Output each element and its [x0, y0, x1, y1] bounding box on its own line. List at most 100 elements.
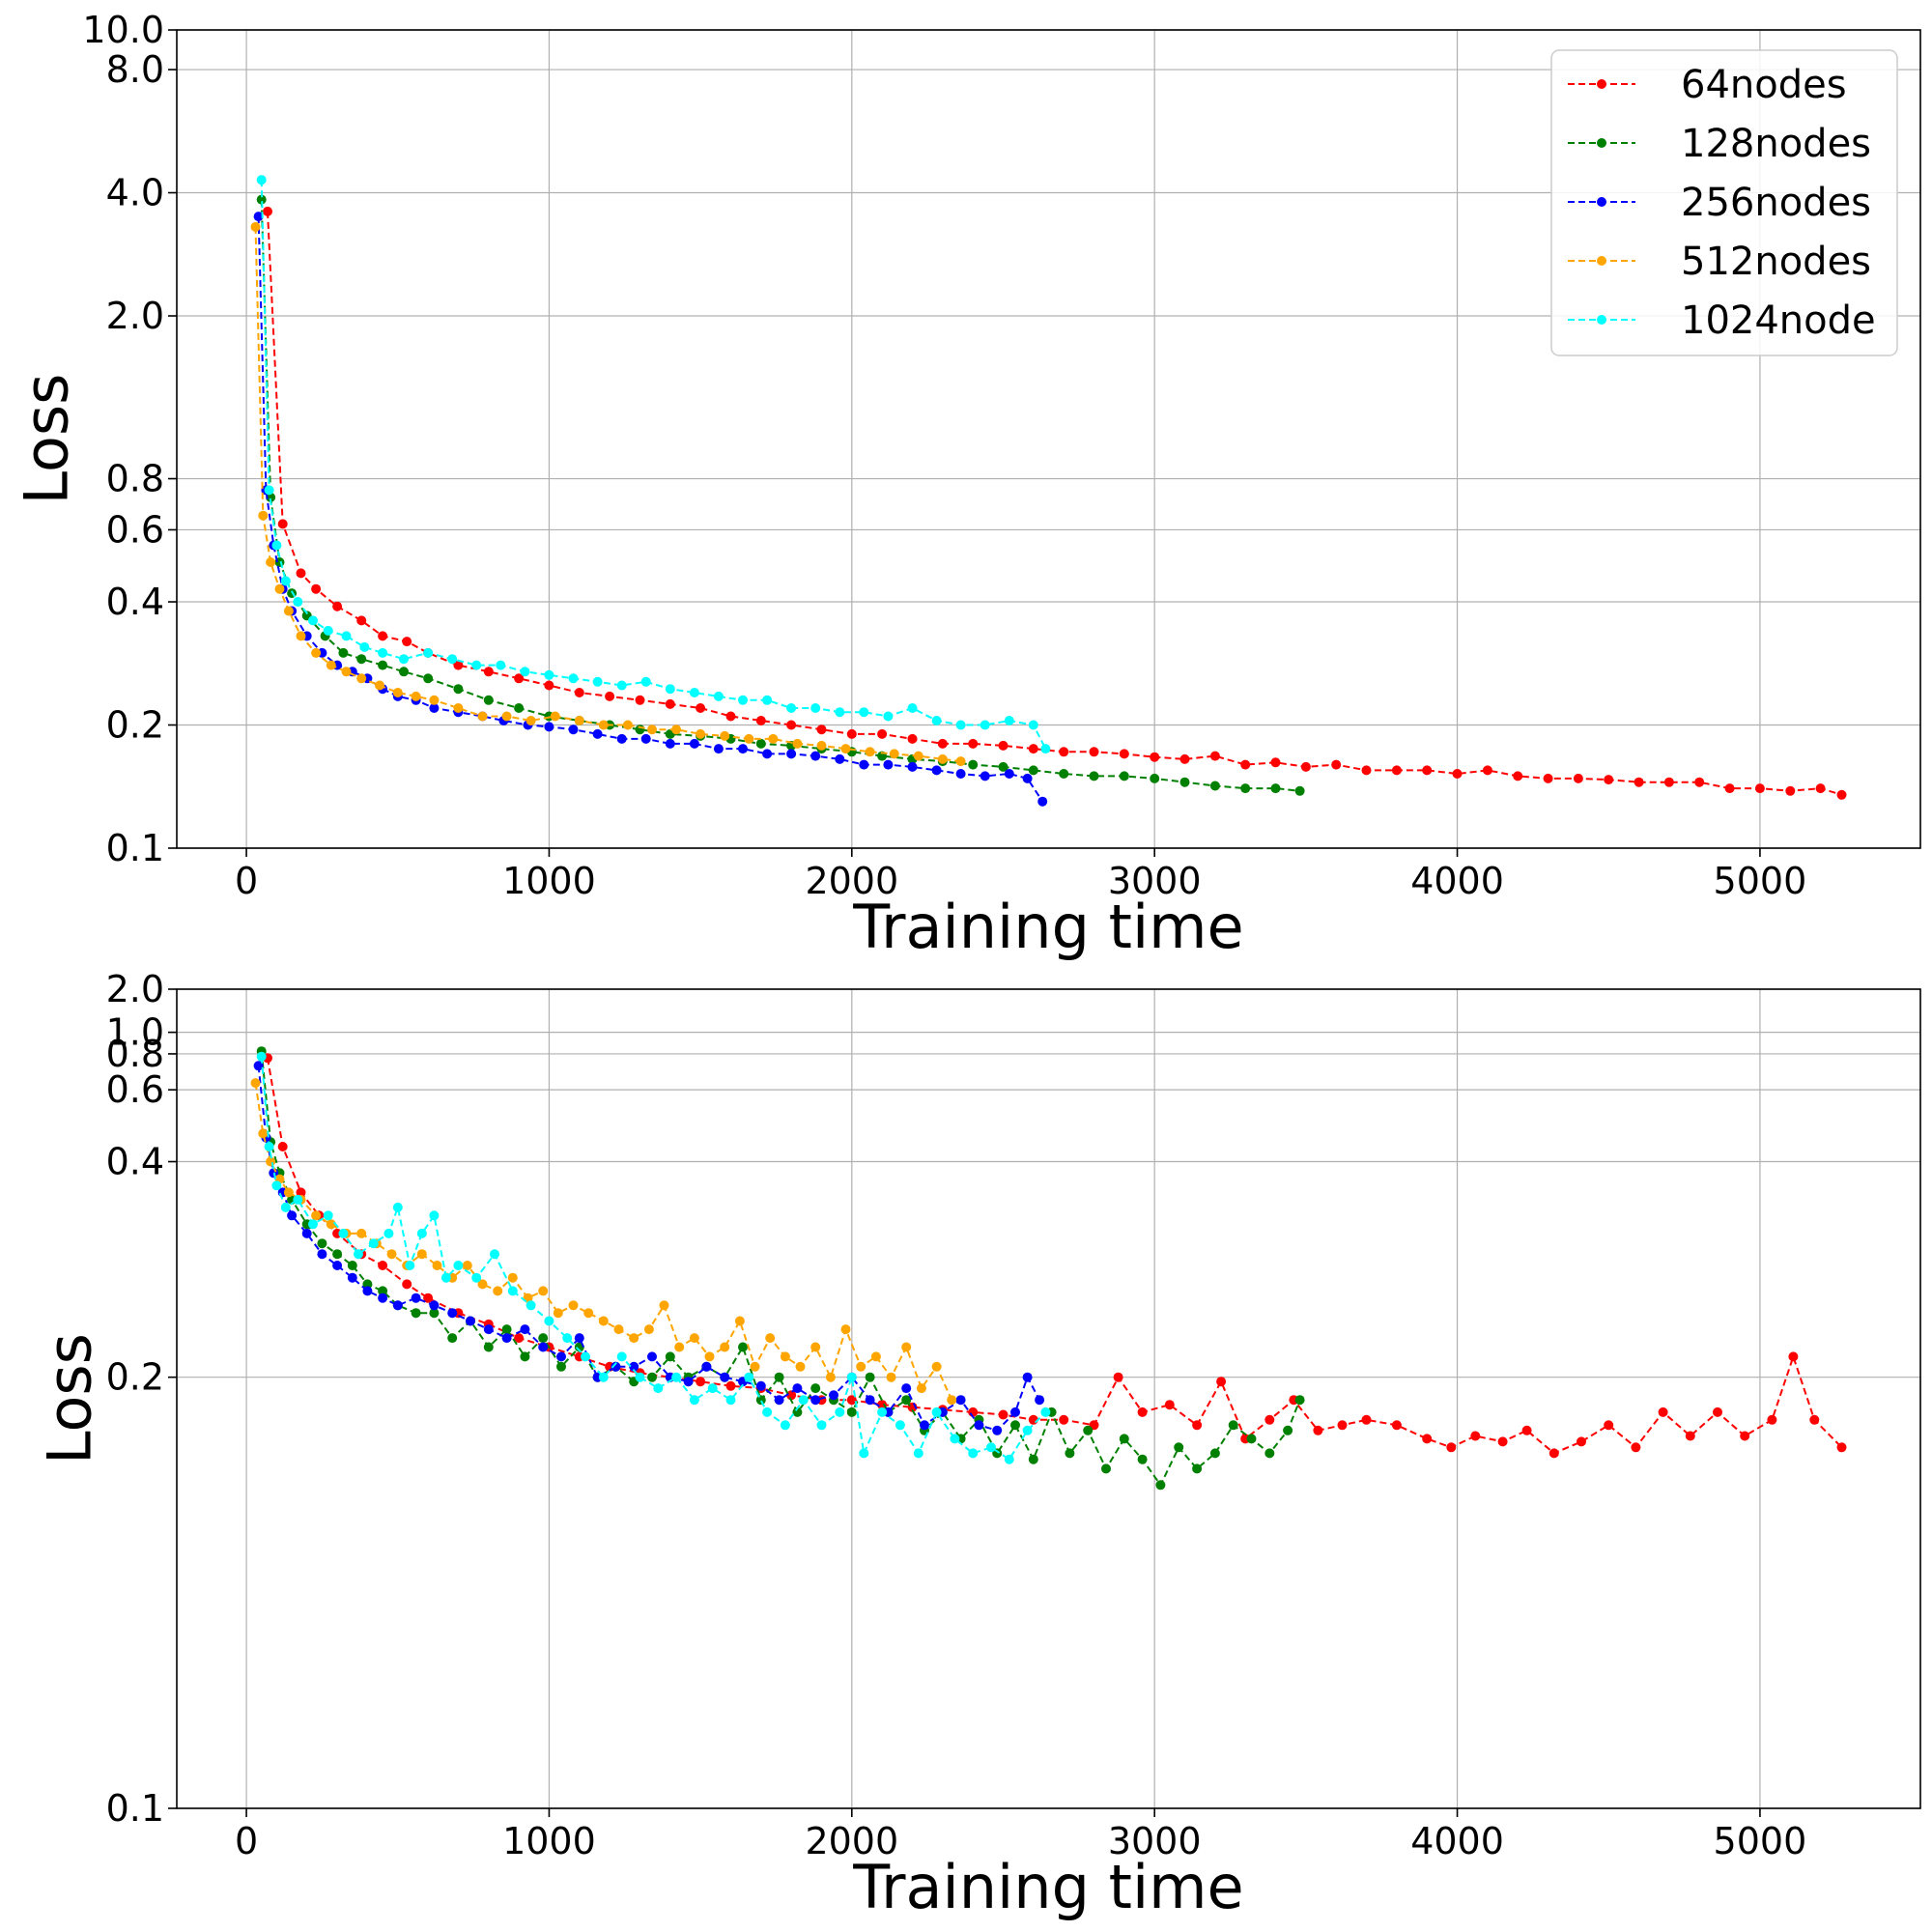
data-point-64nodes [1573, 773, 1583, 783]
data-point-1024node [689, 688, 699, 697]
data-point-256nodes [640, 733, 651, 744]
data-point-512nodes [416, 1249, 427, 1260]
data-point-256nodes [611, 1361, 621, 1372]
x-tick-label: 2000 [805, 860, 898, 902]
data-point-128nodes [792, 1406, 803, 1417]
data-point-512nodes [311, 647, 322, 658]
data-point-128nodes [901, 1395, 912, 1406]
plot-frame [176, 988, 1921, 1809]
data-point-64nodes [1270, 757, 1281, 768]
data-point-256nodes [411, 1293, 421, 1303]
data-point-256nodes [865, 1395, 875, 1406]
data-point-128nodes [1294, 1395, 1305, 1406]
data-point-512nodes [250, 1078, 261, 1089]
data-point-512nodes [913, 751, 923, 761]
data-point-512nodes [765, 1333, 776, 1344]
data-point-64nodes [755, 716, 766, 725]
data-point-256nodes [347, 1272, 357, 1283]
data-point-1024node [264, 485, 274, 496]
data-point-256nodes [592, 728, 603, 739]
data-point-64nodes [423, 1293, 434, 1303]
data-point-512nodes [598, 1316, 609, 1326]
data-point-1024node [338, 1228, 349, 1238]
data-point-1024node [544, 1316, 554, 1326]
data-point-128nodes [501, 1324, 512, 1335]
data-point-64nodes [378, 1261, 388, 1270]
data-point-512nodes [507, 1272, 518, 1283]
data-point-512nodes [671, 724, 682, 735]
y-tick-label: 2.0 [106, 968, 164, 1010]
data-point-128nodes [755, 1395, 766, 1406]
data-point-1024node [810, 703, 821, 713]
data-point-512nodes [720, 1342, 730, 1352]
data-point-64nodes [1192, 1420, 1203, 1431]
data-point-1024node [308, 615, 318, 626]
data-point-1024node [665, 684, 675, 695]
data-point-256nodes [647, 1351, 657, 1362]
data-point-256nodes [829, 1390, 838, 1401]
data-point-128nodes [1083, 1425, 1094, 1435]
data-point-512nodes [553, 1308, 563, 1319]
data-point-128nodes [665, 1351, 675, 1362]
x-axis-title: Training time [852, 1852, 1243, 1922]
data-point-128nodes [378, 660, 388, 670]
data-point-1024node [968, 1448, 979, 1459]
data-point-512nodes [493, 1286, 503, 1296]
data-point-512nodes [647, 724, 657, 735]
data-point-128nodes [1179, 777, 1190, 787]
data-point-1024node [440, 1272, 451, 1283]
data-point-256nodes [447, 1308, 458, 1319]
data-point-256nodes [683, 1377, 694, 1387]
data-point-256nodes [332, 1261, 343, 1270]
data-point-512nodes [583, 1308, 594, 1319]
data-point-1024node [816, 1420, 827, 1431]
data-point-256nodes [755, 1380, 766, 1391]
y-tick-label: 0.8 [106, 1033, 164, 1075]
legend-item: 64nodes [1568, 63, 1847, 107]
data-point-64nodes [605, 691, 615, 701]
series-line-64nodes [267, 211, 1842, 796]
data-point-1024node [1004, 716, 1014, 725]
data-point-64nodes [1543, 773, 1553, 783]
y-tick-label: 0.4 [106, 1141, 164, 1183]
x-tick-label: 3000 [1108, 1820, 1202, 1862]
data-point-256nodes [1010, 1406, 1020, 1417]
y-tick-label: 0.8 [106, 458, 164, 500]
data-point-256nodes [883, 759, 894, 770]
data-point-1024node [341, 631, 352, 641]
data-point-128nodes [538, 1333, 549, 1344]
data-point-1024node [725, 1395, 736, 1406]
data-point-1024node [264, 1142, 274, 1151]
data-point-128nodes [483, 695, 494, 705]
data-point-512nodes [613, 1324, 624, 1335]
data-point-128nodes [1270, 783, 1281, 794]
data-point-128nodes [1264, 1448, 1275, 1459]
top-loss-chart: 0 1000 2000 3000 4000 5000 0.1 0.2 0.4 0.6 0.8 2.0 4… [12, 9, 1921, 962]
data-point-256nodes [980, 771, 990, 781]
data-point-512nodes [432, 1261, 442, 1270]
data-point-256nodes [701, 1361, 712, 1372]
data-point-1024node [635, 1372, 645, 1382]
data-point-512nodes [574, 716, 584, 725]
y-tick-label: 0.2 [106, 1356, 164, 1399]
data-point-64nodes [1497, 1436, 1508, 1447]
data-point-256nodes [362, 1286, 373, 1296]
data-point-512nodes [283, 606, 294, 616]
data-point-256nodes [835, 753, 845, 764]
data-point-1024node [598, 1372, 609, 1382]
data-point-64nodes [696, 1377, 706, 1387]
data-point-64nodes [725, 711, 736, 722]
data-point-1024node [280, 576, 291, 586]
series-1024node [256, 175, 1051, 754]
data-point-64nodes [1264, 1414, 1275, 1425]
data-point-64nodes [1422, 765, 1433, 776]
data-point-512nodes [462, 1261, 472, 1270]
data-point-256nodes [774, 1395, 784, 1406]
data-point-256nodes [931, 765, 942, 776]
data-point-512nodes [865, 747, 875, 757]
data-point-64nodes [1521, 1425, 1532, 1435]
data-point-256nodes [810, 1395, 821, 1406]
y-tick-label: 8.0 [106, 48, 164, 91]
data-point-128nodes [1150, 773, 1160, 783]
data-point-256nodes [574, 1333, 584, 1344]
